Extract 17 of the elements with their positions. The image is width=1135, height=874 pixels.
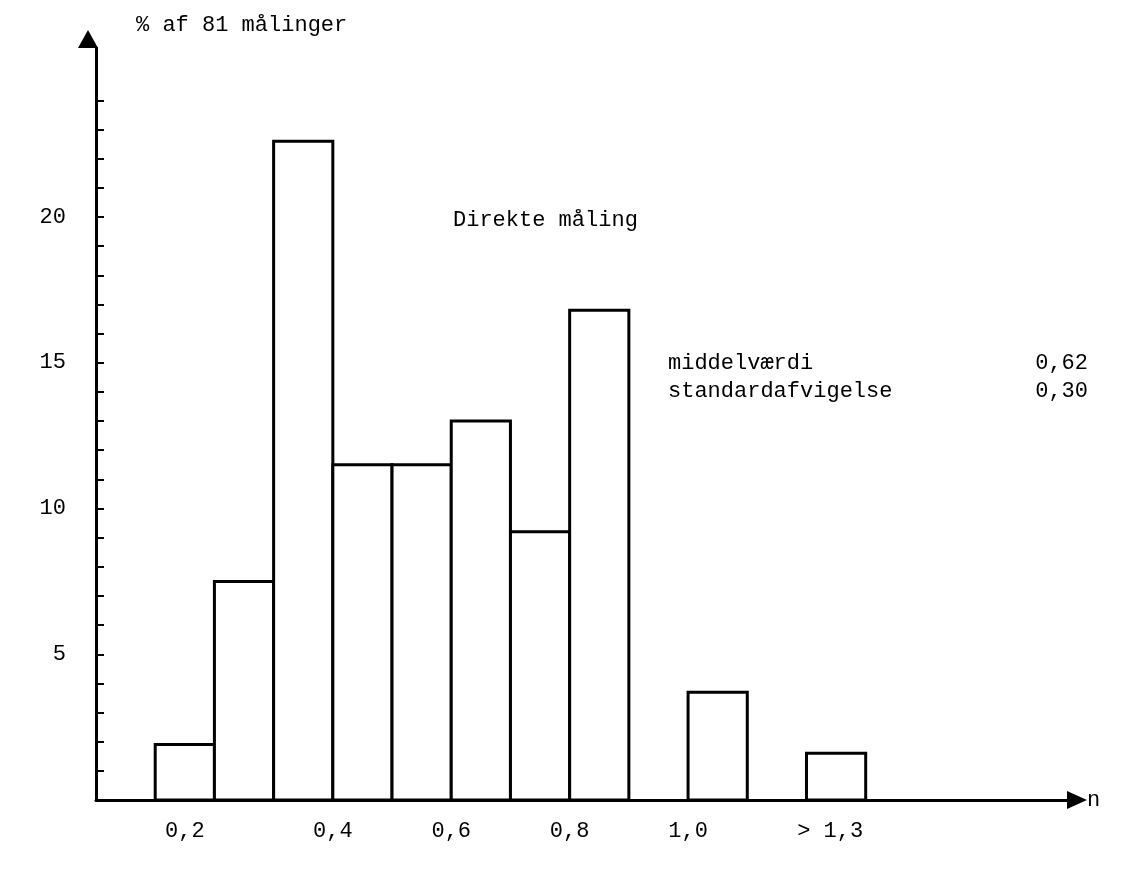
x-tick-label: > 1,3 bbox=[797, 818, 864, 844]
y-tick-label: 5 bbox=[52, 641, 66, 667]
x-axis-title: n bbox=[1087, 787, 1101, 813]
annotation: 0,62 bbox=[1035, 350, 1088, 376]
x-tick-label: 0,4 bbox=[313, 818, 353, 844]
x-tick-label: 0,8 bbox=[549, 818, 590, 844]
y-tick-label: 10 bbox=[39, 496, 66, 522]
annotation: standardafvigelse bbox=[668, 378, 893, 404]
y-tick-label: 20 bbox=[39, 204, 66, 230]
annotation: 0,30 bbox=[1035, 378, 1088, 404]
annotation: Direkte måling bbox=[453, 207, 638, 233]
x-tick-label: 0,6 bbox=[431, 818, 472, 844]
y-tick-label: 15 bbox=[39, 350, 66, 376]
x-tick-label: 1,0 bbox=[668, 818, 708, 844]
y-axis-title: % af 81 målinger bbox=[136, 12, 348, 38]
x-tick-label: 0,2 bbox=[165, 818, 205, 844]
annotation: middelværdi bbox=[668, 350, 814, 376]
